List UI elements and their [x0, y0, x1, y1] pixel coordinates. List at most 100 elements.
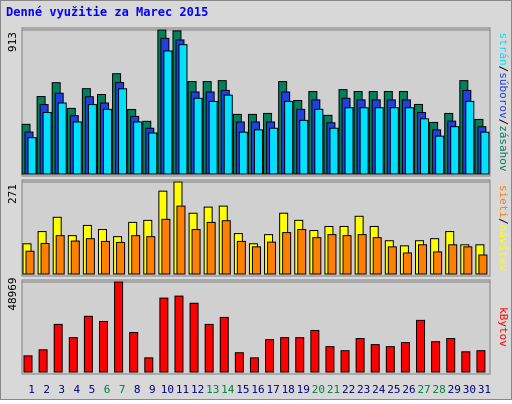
- bar: [234, 352, 244, 373]
- bar: [340, 350, 350, 373]
- x-tick-label: 28: [433, 383, 446, 396]
- bar: [465, 100, 475, 175]
- y-tick-label: 271: [6, 184, 19, 204]
- x-tick-label: 9: [149, 383, 156, 396]
- bar: [357, 234, 367, 275]
- x-tick-label: 4: [74, 383, 81, 396]
- bar: [40, 242, 50, 275]
- bar: [189, 302, 199, 373]
- bar: [478, 254, 488, 275]
- bar: [329, 127, 339, 175]
- x-tick-label: 25: [387, 383, 400, 396]
- bar: [72, 121, 82, 175]
- bar: [284, 100, 294, 175]
- x-tick-label: 13: [206, 383, 219, 396]
- bar: [159, 297, 169, 373]
- bar: [83, 315, 93, 373]
- bar: [57, 102, 67, 175]
- bar: [370, 344, 380, 373]
- bar: [208, 100, 218, 175]
- x-tick-label: 29: [448, 383, 461, 396]
- bar: [282, 232, 292, 275]
- bar: [251, 246, 261, 275]
- bar: [297, 229, 307, 275]
- bar: [448, 244, 458, 275]
- x-tick-label: 6: [104, 383, 111, 396]
- bar: [148, 132, 158, 175]
- bar: [133, 121, 143, 175]
- bar: [163, 50, 173, 175]
- x-tick-label: 14: [221, 383, 235, 396]
- bar: [131, 235, 141, 275]
- bar: [221, 220, 231, 275]
- x-tick-label: 21: [327, 383, 340, 396]
- legend: sieti/návštev: [497, 185, 510, 271]
- bar: [87, 104, 97, 175]
- bar: [480, 131, 490, 175]
- bar: [325, 346, 335, 373]
- legend-separator: /: [497, 119, 510, 126]
- bar: [236, 240, 246, 275]
- bar: [404, 107, 414, 175]
- bar: [146, 236, 156, 275]
- bar: [100, 240, 110, 275]
- bar: [355, 338, 365, 373]
- bar: [374, 107, 384, 175]
- bar: [144, 357, 154, 373]
- bar: [416, 319, 426, 373]
- bar: [204, 323, 214, 373]
- bar: [191, 229, 201, 275]
- x-tick-label: 27: [417, 383, 430, 396]
- bar: [42, 111, 52, 175]
- bar: [118, 88, 128, 175]
- x-tick-label: 31: [478, 383, 491, 396]
- x-tick-label: 17: [266, 383, 279, 396]
- x-tick-label: 1: [28, 383, 35, 396]
- bar: [129, 331, 139, 373]
- legend: kBytov: [497, 307, 510, 347]
- bar: [372, 237, 382, 275]
- bar: [389, 107, 399, 175]
- bar: [344, 107, 354, 175]
- bar: [431, 341, 441, 373]
- bar: [38, 349, 48, 373]
- x-tick-label: 24: [372, 383, 386, 396]
- bar: [85, 238, 95, 275]
- bar: [420, 118, 430, 175]
- x-tick-label: 23: [357, 383, 370, 396]
- x-tick-label: 12: [191, 383, 204, 396]
- bar: [418, 244, 428, 275]
- bar: [402, 252, 412, 275]
- bar: [265, 339, 275, 373]
- legend: strán/súborov/zásahov: [497, 32, 510, 171]
- x-tick-label: 7: [119, 383, 126, 396]
- bar: [68, 337, 78, 373]
- bar: [461, 351, 471, 373]
- legend-entry: sieti: [497, 185, 510, 218]
- x-tick-label: 3: [58, 383, 65, 396]
- bar: [25, 250, 35, 275]
- bar: [27, 137, 37, 175]
- bar: [280, 337, 290, 373]
- x-tick-label: 11: [176, 383, 189, 396]
- x-tick-label: 22: [342, 383, 355, 396]
- bar: [223, 94, 233, 175]
- bar: [70, 240, 80, 275]
- bar: [206, 221, 216, 275]
- bar: [55, 235, 65, 275]
- bar: [295, 337, 305, 373]
- legend-entry: zásahov: [497, 125, 510, 172]
- bar: [387, 246, 397, 275]
- bar: [446, 338, 456, 373]
- bar: [400, 342, 410, 373]
- bar: [385, 346, 395, 373]
- bar: [23, 355, 33, 373]
- bar: [176, 205, 186, 275]
- x-tick-label: 5: [89, 383, 96, 396]
- bar: [178, 44, 188, 175]
- bar: [327, 234, 337, 275]
- bar: [249, 357, 259, 373]
- bar: [161, 218, 171, 275]
- legend-entry: kBytov: [497, 307, 510, 347]
- chart-title: Denné využitie za Marec 2015: [6, 5, 208, 19]
